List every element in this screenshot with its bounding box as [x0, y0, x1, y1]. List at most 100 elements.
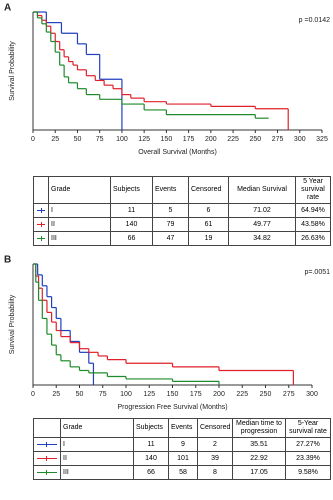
- swatch-cell: [33, 217, 49, 232]
- y-axis-label: Survival Probability: [9, 41, 16, 101]
- table-cell: 101: [168, 451, 198, 466]
- header-cell: Events: [152, 176, 189, 204]
- table-cell: 9: [168, 437, 198, 452]
- table-cell: 17.05: [232, 465, 286, 480]
- table-cell: 19: [188, 231, 229, 246]
- table-cell: II: [60, 451, 134, 466]
- table-cell: 66: [110, 231, 153, 246]
- table-cell: 58: [168, 465, 198, 480]
- x-axis-label: Progression Free Survival (Months): [117, 404, 227, 411]
- x-tick-label: 0: [31, 136, 35, 143]
- swatch-cell: [33, 451, 61, 466]
- x-tick-label: 125: [138, 136, 150, 143]
- table-row: III 66 47 19 34.82 26.63%: [33, 231, 331, 246]
- table-cell: 71.02: [228, 203, 296, 218]
- x-tick-label: 300: [306, 391, 318, 398]
- x-tick-label: 175: [190, 391, 202, 398]
- table-cell: 64.94%: [295, 203, 331, 218]
- table-cell: 22.92: [232, 451, 286, 466]
- color-swatch: [37, 455, 57, 461]
- swatch-cell: [33, 231, 49, 246]
- table-cell: 43.58%: [295, 217, 331, 232]
- x-tick-label: 50: [76, 391, 84, 398]
- table-cell: 11: [110, 203, 153, 218]
- x-tick-label: 225: [227, 136, 239, 143]
- x-tick-label: 275: [283, 391, 295, 398]
- panel-label: B: [4, 255, 11, 266]
- header-cell: Median Survival: [228, 176, 296, 204]
- x-tick-label: 0: [31, 391, 35, 398]
- header-cell: Subjects: [110, 176, 153, 204]
- x-tick-label: 300: [294, 136, 306, 143]
- data-table: Grade Subjects Events Censored Median Surviv…: [33, 176, 331, 246]
- swatch-cell: [33, 465, 61, 480]
- y-axis-label: Survival Probability: [9, 294, 16, 354]
- color-swatch: [37, 221, 45, 227]
- x-tick-label: 250: [260, 391, 272, 398]
- panel-label: A: [4, 3, 11, 14]
- swatch-cell: [33, 203, 49, 218]
- x-tick-label: 125: [143, 391, 155, 398]
- swatch-tick: [40, 235, 42, 241]
- header-cell: [33, 418, 61, 438]
- x-tick-label: 75: [99, 391, 107, 398]
- x-tick-label: 150: [167, 391, 179, 398]
- data-table: Grade Subjects Events Censored Median time t…: [33, 418, 331, 480]
- table-row: II 140 101 39 22.92 23.39%: [33, 451, 331, 466]
- table-cell: 79: [152, 217, 189, 232]
- color-swatch: [37, 207, 45, 213]
- header-cell: Grade: [48, 176, 111, 204]
- header-row: Grade Subjects Events Censored Median Surviv…: [33, 176, 331, 204]
- header-row: Grade Subjects Events Censored Median time t…: [33, 418, 331, 438]
- x-tick-label: 225: [236, 391, 248, 398]
- table-cell: 47: [152, 231, 189, 246]
- table-cell: III: [60, 465, 134, 480]
- table-cell: 5: [152, 203, 189, 218]
- table-cell: II: [48, 217, 111, 232]
- table-cell: 2: [197, 437, 233, 452]
- table-cell: 140: [133, 451, 169, 466]
- table-row: III 66 58 8 17.05 9.58%: [33, 465, 331, 480]
- table-cell: 9.58%: [285, 465, 331, 480]
- header-cell: Subjects: [133, 418, 169, 438]
- table-cell: 66: [133, 465, 169, 480]
- table-cell: 34.82: [228, 231, 296, 246]
- header-cell: 5 Year survival rate: [295, 176, 331, 204]
- x-tick-label: 100: [116, 136, 128, 143]
- swatch-tick: [46, 441, 47, 447]
- header-cell: Censored: [197, 418, 233, 438]
- table-cell: 11: [133, 437, 169, 452]
- color-swatch: [37, 235, 45, 241]
- header-cell: 5-Year survival rate: [285, 418, 331, 438]
- x-tick-label: 200: [205, 136, 217, 143]
- p-value: p=.0051: [305, 269, 331, 276]
- color-swatch: [37, 441, 57, 447]
- table-cell: 8: [197, 465, 233, 480]
- swatch-tick: [40, 221, 42, 227]
- table-cell: 49.77: [228, 217, 296, 232]
- table-row: I 11 9 2 35.51 27.27%: [33, 437, 331, 452]
- x-tick-label: 200: [213, 391, 225, 398]
- header-cell: Censored: [188, 176, 229, 204]
- table-row: I 11 5 6 71.02 64.94%: [33, 203, 331, 218]
- header-cell: Median time to progression: [232, 418, 286, 438]
- table-cell: 140: [110, 217, 153, 232]
- x-tick-label: 250: [249, 136, 261, 143]
- header-cell: Grade: [60, 418, 134, 438]
- table-cell: 61: [188, 217, 229, 232]
- swatch-cell: [33, 437, 61, 452]
- x-tick-label: 275: [272, 136, 284, 143]
- swatch-tick: [40, 207, 42, 213]
- table-cell: 26.63%: [295, 231, 331, 246]
- table-cell: 35.51: [232, 437, 286, 452]
- x-tick-label: 25: [52, 391, 60, 398]
- x-tick-label: 325: [316, 136, 328, 143]
- table-cell: III: [48, 231, 111, 246]
- table-cell: 6: [188, 203, 229, 218]
- table-cell: I: [60, 437, 134, 452]
- x-tick-label: 150: [161, 136, 173, 143]
- x-tick-label: 175: [183, 136, 195, 143]
- table-cell: 27.27%: [285, 437, 331, 452]
